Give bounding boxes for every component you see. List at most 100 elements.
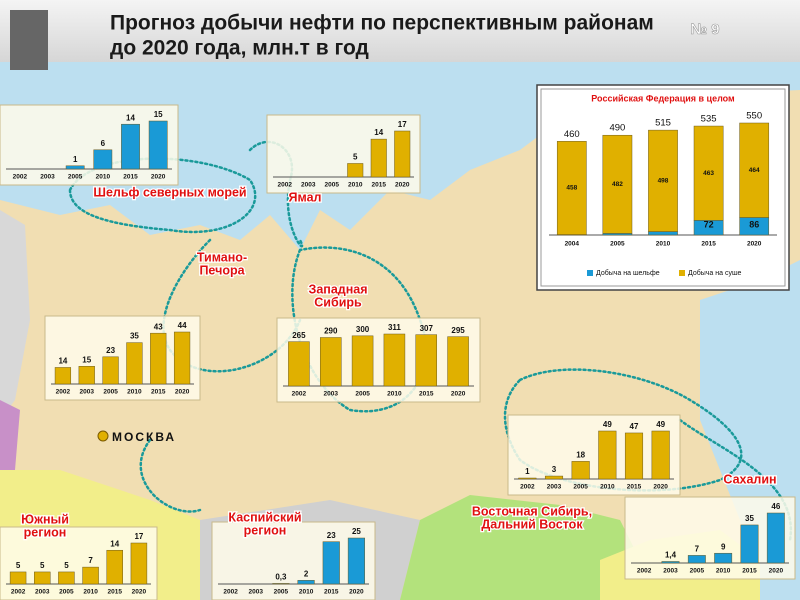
chart-panel xyxy=(0,104,179,186)
value-label: 9 xyxy=(721,542,726,551)
bar xyxy=(518,477,537,480)
value-label: 25 xyxy=(352,527,361,536)
x-tick-label: 2002 xyxy=(520,484,535,491)
x-tick-label: 2005 xyxy=(355,391,370,398)
x-tick-label: 2005 xyxy=(274,589,289,596)
value-label: 311 xyxy=(388,323,401,332)
value-label: 14 xyxy=(58,357,67,366)
bar xyxy=(148,120,168,170)
x-tick-label: 2020 xyxy=(747,241,762,248)
x-tick-label: 2003 xyxy=(324,391,339,398)
legend-swatch xyxy=(679,270,685,276)
bar xyxy=(34,571,51,585)
x-tick-label: 2003 xyxy=(663,568,678,575)
value-label: 44 xyxy=(178,321,187,330)
x-tick-label: 2015 xyxy=(419,391,434,398)
x-tick-label: 2010 xyxy=(656,241,671,248)
bar xyxy=(740,524,759,564)
region-label: Тимано- xyxy=(197,250,247,264)
bar xyxy=(571,461,590,480)
x-tick-label: 2015 xyxy=(123,174,138,181)
value-label: 307 xyxy=(420,324,434,333)
x-tick-label: 2002 xyxy=(292,391,307,398)
x-tick-label: 2003 xyxy=(301,182,316,189)
value-label: 1,4 xyxy=(665,551,677,560)
region-label: Печора xyxy=(199,263,245,277)
bar xyxy=(447,336,469,387)
value-label: 5 xyxy=(40,561,45,570)
value-label: 5 xyxy=(353,153,358,162)
bar xyxy=(544,475,564,480)
x-tick-label: 2003 xyxy=(547,484,562,491)
bar-segment xyxy=(648,129,678,232)
total-label: 490 xyxy=(609,123,625,134)
value-label: 7 xyxy=(695,545,700,554)
segment-label: 463 xyxy=(703,170,714,177)
x-tick-label: 2004 xyxy=(565,241,580,248)
x-tick-label: 2005 xyxy=(610,241,625,248)
x-tick-label: 2020 xyxy=(349,589,364,596)
bar xyxy=(415,334,438,387)
chart-panel xyxy=(211,521,376,600)
x-tick-label: 2020 xyxy=(151,174,166,181)
value-label: 35 xyxy=(745,514,754,523)
segment-label: 464 xyxy=(749,167,760,174)
value-label: 5 xyxy=(16,561,21,570)
bar xyxy=(272,583,290,585)
x-tick-label: 2015 xyxy=(742,568,757,575)
capital-label: МОСКВА xyxy=(112,430,176,444)
bar-segment xyxy=(648,231,678,236)
value-label: 35 xyxy=(130,332,139,341)
chart-title: Российская Федерация в целом xyxy=(591,93,735,103)
value-label: 17 xyxy=(398,120,407,129)
x-tick-label: 2020 xyxy=(395,182,410,189)
value-label: 6 xyxy=(101,139,106,148)
x-tick-label: 2010 xyxy=(96,174,111,181)
x-tick-label: 2002 xyxy=(13,174,28,181)
x-tick-label: 2010 xyxy=(600,484,615,491)
legend-label: Добыча на шельфе xyxy=(596,269,660,277)
x-tick-label: 2020 xyxy=(769,568,784,575)
bar xyxy=(121,123,140,170)
value-label: 14 xyxy=(110,539,119,548)
value-label: 15 xyxy=(82,355,91,364)
value-label: 23 xyxy=(106,346,115,355)
x-tick-label: 2015 xyxy=(372,182,387,189)
bar xyxy=(347,537,365,585)
value-label: 300 xyxy=(356,325,370,334)
bar xyxy=(130,542,148,585)
slide-title: Прогноз добычи нефти по перспективным ра… xyxy=(110,12,654,35)
bar xyxy=(150,332,167,385)
x-tick-label: 2003 xyxy=(40,174,55,181)
x-tick-label: 2005 xyxy=(68,174,83,181)
slide-title: до 2020 года, млн.т в год xyxy=(110,37,369,60)
x-tick-label: 2020 xyxy=(132,589,147,596)
bar xyxy=(102,356,119,385)
bar xyxy=(58,571,75,585)
x-tick-label: 2020 xyxy=(175,389,190,396)
x-tick-label: 2005 xyxy=(690,568,705,575)
chart-panel xyxy=(507,414,681,496)
x-tick-label: 2002 xyxy=(278,182,293,189)
region-label: Сибирь xyxy=(314,295,362,309)
value-label: 43 xyxy=(154,322,163,331)
value-label: 3 xyxy=(552,465,557,474)
value-label: 290 xyxy=(324,327,338,336)
slide-number: № 9 xyxy=(690,21,719,38)
x-tick-label: 2002 xyxy=(223,589,238,596)
bar xyxy=(65,165,85,170)
bar xyxy=(106,549,123,585)
total-label: 515 xyxy=(655,118,671,129)
region-label: Восточная Сибирь, xyxy=(472,504,592,518)
x-tick-label: 2005 xyxy=(103,389,118,396)
x-tick-label: 2010 xyxy=(299,589,314,596)
x-tick-label: 2020 xyxy=(653,484,668,491)
value-label: 46 xyxy=(771,502,780,511)
region-label: Ямал xyxy=(289,190,322,204)
x-tick-label: 2010 xyxy=(716,568,731,575)
total-label: 535 xyxy=(701,114,717,125)
bar xyxy=(78,366,95,385)
bar xyxy=(766,512,785,564)
x-tick-label: 2002 xyxy=(56,389,71,396)
